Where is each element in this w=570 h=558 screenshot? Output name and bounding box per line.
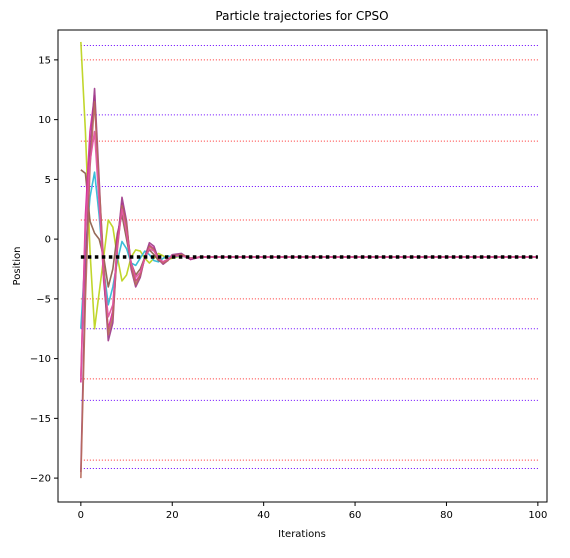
series-line-4 <box>80 87 538 473</box>
y-tick-label: 10 <box>38 115 51 126</box>
series-line-5 <box>80 100 538 479</box>
series-line-3 <box>80 94 538 383</box>
plot-frame <box>57 29 548 503</box>
y-tick-label: −10 <box>30 354 51 365</box>
series-group <box>80 41 538 479</box>
y-axis-label: Position <box>12 247 23 286</box>
x-tick-label: 100 <box>528 510 547 521</box>
x-axis-ticks: 0 20 40 60 80 100 <box>78 502 547 521</box>
y-tick-label: 0 <box>45 235 51 246</box>
series-line-0 <box>80 41 538 330</box>
series-line-2 <box>80 169 538 288</box>
x-tick-label: 0 <box>78 510 84 521</box>
x-tick-label: 60 <box>349 510 362 521</box>
chart-title: Particle trajectories for CPSO <box>215 9 388 23</box>
y-tick-label: 15 <box>38 55 51 66</box>
x-tick-label: 40 <box>257 510 270 521</box>
y-tick-label: 5 <box>45 175 51 186</box>
x-tick-label: 20 <box>166 510 179 521</box>
y-tick-label: −5 <box>36 294 51 305</box>
x-axis-label: Iterations <box>278 529 326 540</box>
y-tick-label: −20 <box>30 474 51 485</box>
x-tick-label: 80 <box>440 510 453 521</box>
y-tick-label: −15 <box>30 414 51 425</box>
y-axis-ticks: −20 −15 −10 −5 0 5 10 15 <box>30 55 58 485</box>
reference-lines <box>80 45 538 470</box>
